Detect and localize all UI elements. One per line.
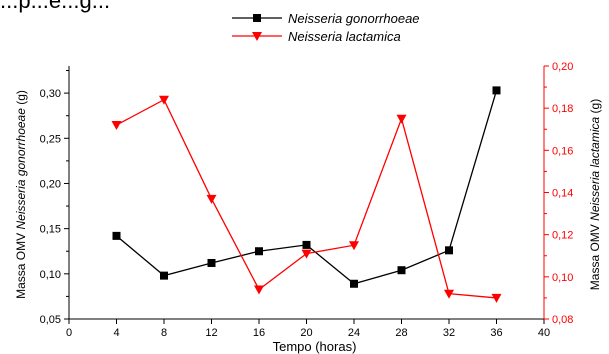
data-point-series-2 xyxy=(444,289,454,299)
y-left-tick-label: 0,20 xyxy=(40,178,61,190)
y-right-tick-label: 0,08 xyxy=(552,314,573,326)
data-point-series-2 xyxy=(254,285,264,295)
data-point-series-1 xyxy=(302,240,311,249)
x-tick-label: 0 xyxy=(66,327,72,339)
x-tick-label: 36 xyxy=(490,327,502,339)
y-left-tick-label: 0,30 xyxy=(40,88,61,100)
x-tick-label: 40 xyxy=(538,327,550,339)
y-axis-right-label: Massa OMV Neisseria lactamica (g) xyxy=(588,99,602,290)
legend-label-1: Neisseria gonorrhoeae xyxy=(288,11,420,26)
data-point-series-2 xyxy=(111,121,122,131)
legend-marker-2 xyxy=(252,32,262,41)
data-point-series-1 xyxy=(160,271,168,280)
data-point-series-2 xyxy=(206,194,217,204)
data-point-series-1 xyxy=(397,266,406,275)
data-point-series-1 xyxy=(445,246,453,255)
data-point-series-1 xyxy=(255,247,263,256)
y-left-tick-label: 0,05 xyxy=(40,314,61,326)
data-point-series-2 xyxy=(491,293,502,303)
data-point-series-2 xyxy=(396,114,407,124)
x-tick-label: 32 xyxy=(443,327,455,339)
chart-title: ...p...e...g... xyxy=(0,0,110,13)
x-tick-label: 20 xyxy=(300,327,312,339)
y-right-tick-label: 0,18 xyxy=(552,103,573,115)
data-point-series-2 xyxy=(301,249,312,259)
data-point-series-1 xyxy=(350,279,358,288)
x-tick-label: 24 xyxy=(348,327,360,339)
data-point-series-2 xyxy=(349,241,359,251)
x-tick-label: 12 xyxy=(205,327,217,339)
y-right-tick-label: 0,10 xyxy=(552,272,573,284)
x-axis-label: Tempo (horas) xyxy=(273,339,357,354)
y-axis-left-label: Massa OMV Neisseria gonorrhoeae (g) xyxy=(14,90,28,299)
y-right-tick-label: 0,16 xyxy=(552,145,573,157)
x-tick-label: 4 xyxy=(113,327,119,339)
data-point-series-1 xyxy=(492,86,501,95)
y-left-tick-label: 0,10 xyxy=(40,269,61,281)
data-point-series-1 xyxy=(112,231,121,240)
y-right-tick-label: 0,14 xyxy=(552,188,573,200)
data-point-series-1 xyxy=(207,258,216,267)
x-tick-label: 28 xyxy=(395,327,407,339)
legend-marker-1 xyxy=(253,14,261,22)
x-tick-label: 16 xyxy=(253,327,265,339)
data-point-series-2 xyxy=(159,95,169,105)
y-left-tick-label: 0,15 xyxy=(40,224,61,236)
y-right-tick-label: 0,12 xyxy=(552,230,573,242)
y-left-tick-label: 0,25 xyxy=(40,133,61,145)
y-right-tick-label: 0,20 xyxy=(552,61,573,73)
legend-label-2: Neisseria lactamica xyxy=(288,29,401,44)
series-line-2 xyxy=(116,98,497,299)
x-tick-label: 8 xyxy=(161,327,167,339)
